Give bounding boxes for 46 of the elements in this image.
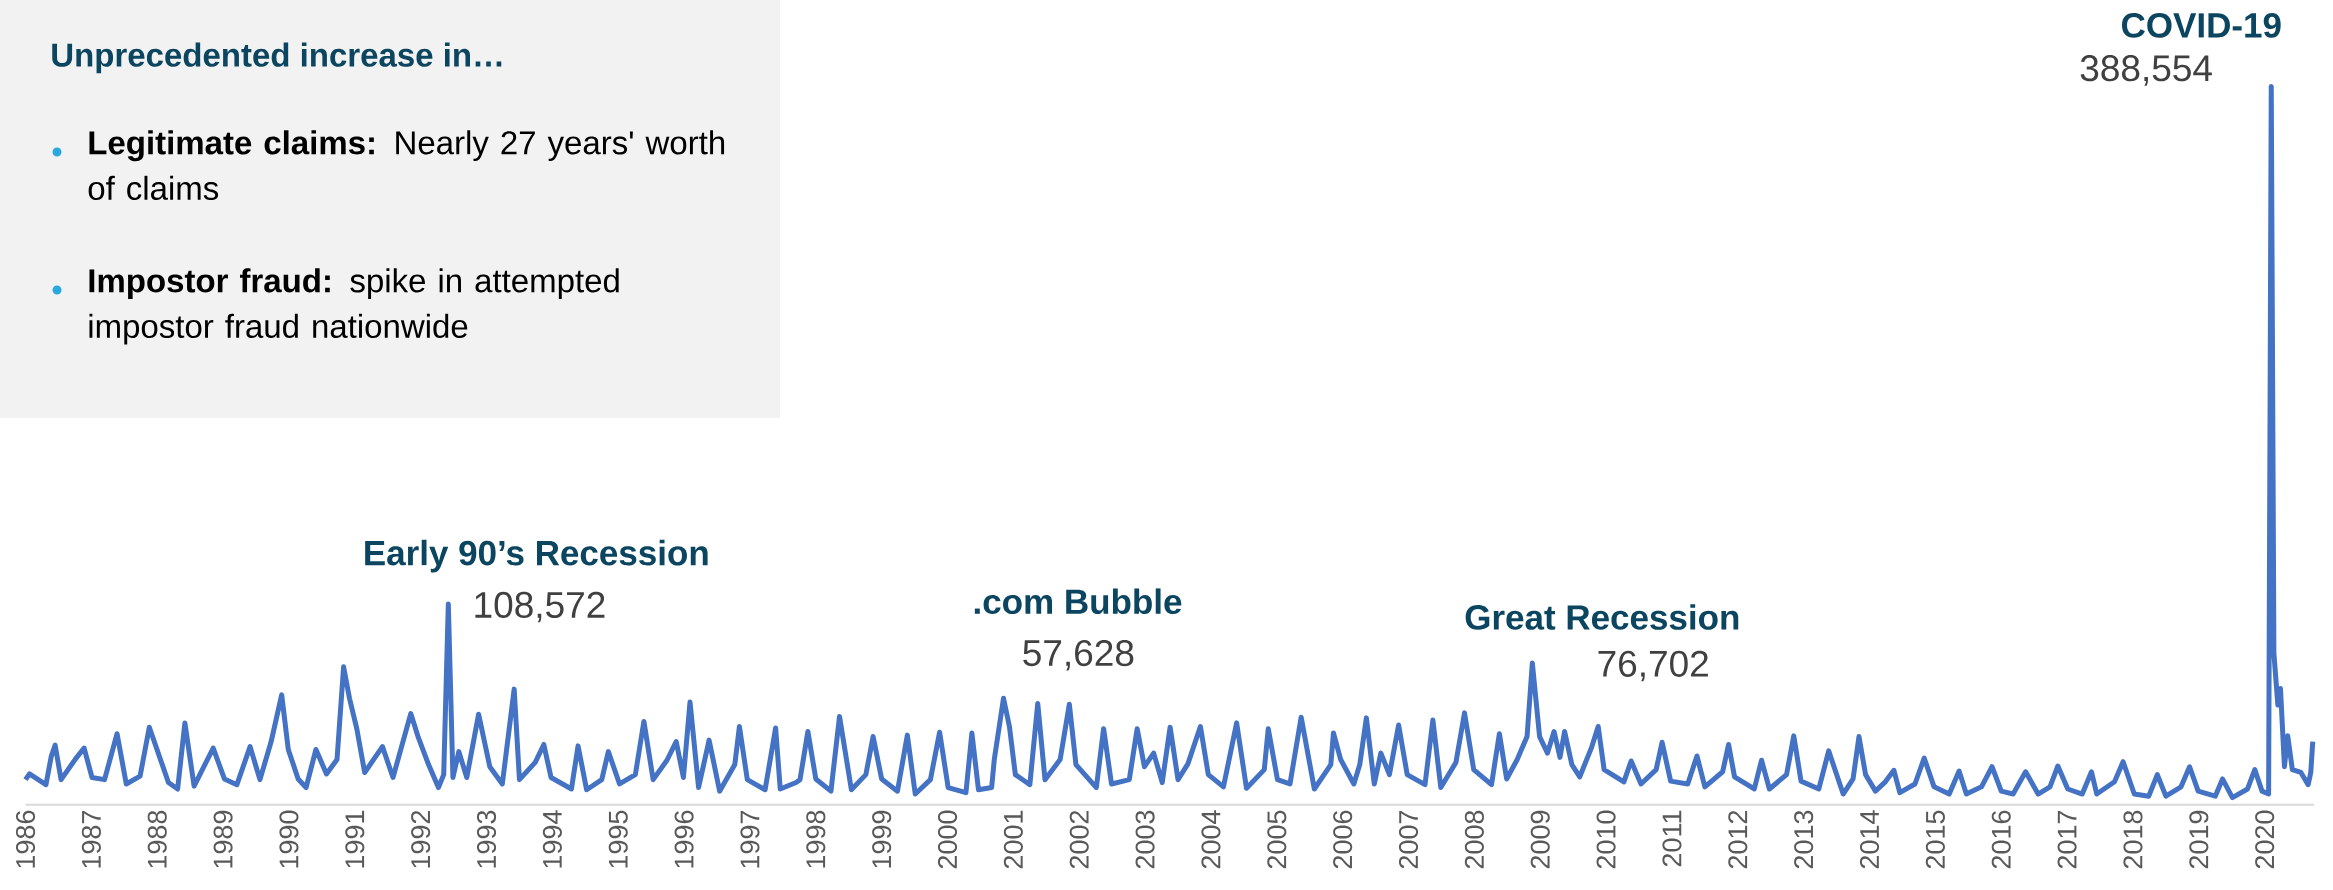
x-tick-label: 1996 xyxy=(674,810,694,868)
x-tick-label: 1990 xyxy=(279,810,299,868)
text: Legitimate claims: Nearly 27 years' worth of claims xyxy=(88,130,725,201)
x-tick-label: 2020 xyxy=(2255,810,2275,869)
x-tick-label: 2000 xyxy=(937,810,958,869)
x-tick-label: 1994 xyxy=(542,810,562,868)
annotation: 76,702 xyxy=(1598,650,1708,682)
x-tick-label: 2002 xyxy=(1069,810,1089,869)
x-tick-label: 1987 xyxy=(81,810,101,868)
chart-title: Unprecedented increase in… xyxy=(52,42,502,74)
x-tick-label: 2018 xyxy=(2123,810,2143,869)
annotation: 388,554 xyxy=(2080,55,2212,86)
x-tick-label: 2015 xyxy=(1925,810,1945,869)
x-tick-label: 2011 xyxy=(1662,810,1682,867)
x-tick-label: 2016 xyxy=(1991,810,2011,869)
x-tick-label: 1995 xyxy=(608,810,628,868)
x-tick-label: 2001 xyxy=(1003,810,1023,869)
x-tick-label: 2012 xyxy=(1728,810,1748,869)
x-tick-label: 2003 xyxy=(1135,810,1155,869)
annotation: .com Bubble xyxy=(974,588,1182,615)
x-tick-label: 2008 xyxy=(1464,810,1484,869)
x-tick-label: 1988 xyxy=(147,810,167,868)
x-tick-label: 1998 xyxy=(806,810,826,868)
x-tick-label: 2013 xyxy=(1794,810,1814,869)
x-tick-label: 1993 xyxy=(476,810,497,868)
annotation: Early 90’s Recession xyxy=(365,539,708,573)
annotation: Great Recession xyxy=(1465,604,1739,630)
x-tick-label: 2006 xyxy=(1333,810,1353,869)
x-tick-label: 1991 xyxy=(345,810,365,868)
x-tick-label: 2007 xyxy=(1398,810,1419,869)
x-tick-label: 2004 xyxy=(1201,810,1221,869)
annotation: COVID-19 xyxy=(2121,13,2281,38)
x-tick-label: 1997 xyxy=(740,810,760,868)
annotation: 57,628 xyxy=(1023,639,1134,671)
x-tick-label: 2019 xyxy=(2189,810,2209,869)
x-tick-label: 2009 xyxy=(1530,810,1550,869)
x-tick-label: 1986 xyxy=(15,810,36,868)
annotation: Impostor fraud: spike in attempted impostor fraud nationwide xyxy=(89,268,619,345)
x-tick-label: 1989 xyxy=(213,810,233,868)
x-tick-label: 1992 xyxy=(411,810,431,868)
annotation: 108,572 xyxy=(475,591,605,623)
x-tick-label: 1999 xyxy=(872,810,892,868)
x-tick-label: 2010 xyxy=(1596,810,1616,869)
x-tick-label: 2005 xyxy=(1267,810,1287,869)
x-tick-label: 2014 xyxy=(1859,810,1880,869)
x-tick-label: 2017 xyxy=(2057,810,2077,869)
